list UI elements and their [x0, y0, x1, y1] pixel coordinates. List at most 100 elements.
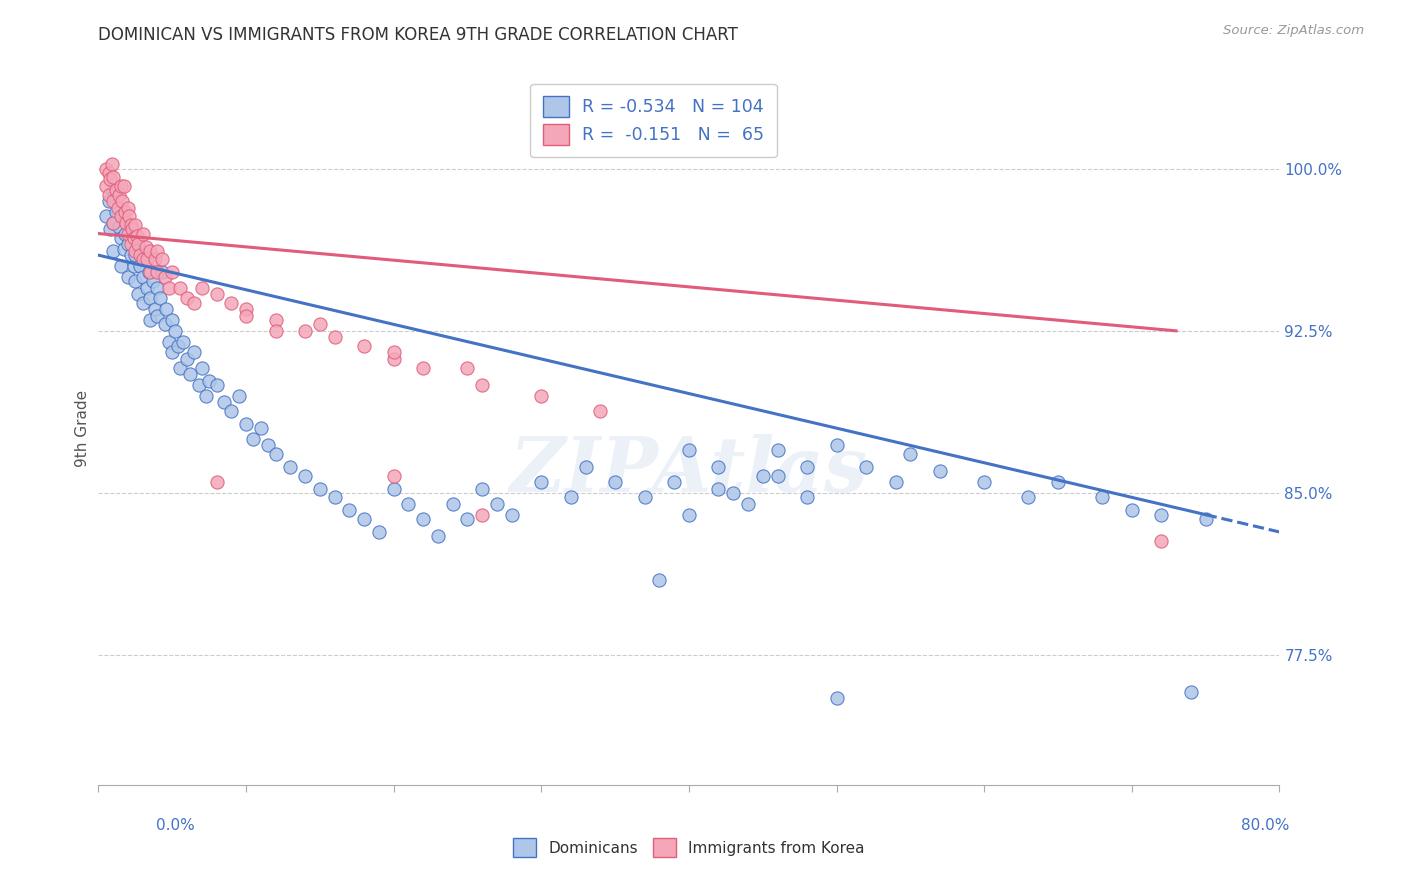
- Point: [146, 280, 169, 294]
- Y-axis label: 9th Grade: 9th Grade: [75, 390, 90, 467]
- Point: [471, 482, 494, 496]
- Point: [112, 242, 135, 256]
- Point: [169, 280, 191, 294]
- Point: [766, 468, 789, 483]
- Point: [110, 259, 132, 273]
- Point: [150, 252, 173, 267]
- Point: [128, 259, 150, 273]
- Point: [560, 491, 582, 505]
- Point: [120, 248, 142, 262]
- Point: [221, 404, 243, 418]
- Point: [139, 313, 162, 327]
- Point: [900, 447, 922, 461]
- Point: [139, 244, 162, 258]
- Point: [855, 460, 877, 475]
- Point: [412, 512, 434, 526]
- Point: [530, 389, 553, 403]
- Point: [412, 360, 434, 375]
- Point: [205, 287, 228, 301]
- Point: [162, 345, 183, 359]
- Point: [737, 497, 759, 511]
- Point: [155, 302, 177, 317]
- Point: [309, 482, 332, 496]
- Point: [796, 460, 818, 475]
- Point: [103, 216, 125, 230]
- Point: [235, 302, 257, 317]
- Point: [605, 475, 627, 490]
- Point: [884, 475, 907, 490]
- Point: [825, 438, 848, 452]
- Point: [169, 360, 191, 375]
- Point: [115, 216, 138, 230]
- Point: [294, 468, 316, 483]
- Point: [135, 248, 157, 262]
- Point: [257, 438, 280, 452]
- Point: [110, 209, 132, 223]
- Point: [114, 227, 136, 241]
- Point: [153, 269, 176, 284]
- Point: [94, 209, 117, 223]
- Point: [117, 269, 139, 284]
- Point: [108, 220, 131, 235]
- Point: [501, 508, 523, 522]
- Point: [121, 222, 143, 236]
- Point: [339, 503, 361, 517]
- Point: [1180, 685, 1202, 699]
- Point: [589, 404, 612, 418]
- Point: [97, 166, 120, 180]
- Point: [136, 252, 159, 267]
- Point: [120, 237, 142, 252]
- Point: [973, 475, 995, 490]
- Text: 0.0%: 0.0%: [156, 818, 195, 832]
- Point: [122, 259, 145, 273]
- Point: [648, 573, 671, 587]
- Point: [157, 334, 180, 349]
- Point: [707, 460, 730, 475]
- Point: [309, 318, 332, 332]
- Point: [118, 209, 141, 223]
- Point: [112, 178, 135, 193]
- Point: [127, 237, 149, 252]
- Point: [678, 442, 700, 457]
- Point: [107, 201, 129, 215]
- Point: [176, 292, 198, 306]
- Point: [723, 486, 745, 500]
- Point: [205, 378, 228, 392]
- Text: 80.0%: 80.0%: [1241, 818, 1289, 832]
- Point: [179, 367, 201, 381]
- Point: [162, 313, 183, 327]
- Point: [124, 244, 146, 258]
- Point: [195, 389, 218, 403]
- Point: [136, 280, 159, 294]
- Point: [103, 183, 125, 197]
- Point: [132, 227, 155, 241]
- Point: [125, 228, 148, 243]
- Point: [111, 194, 134, 208]
- Point: [122, 231, 145, 245]
- Point: [1121, 503, 1143, 517]
- Point: [157, 280, 180, 294]
- Point: [382, 468, 405, 483]
- Point: [139, 292, 162, 306]
- Point: [205, 475, 228, 490]
- Point: [382, 345, 405, 359]
- Point: [110, 178, 132, 193]
- Point: [120, 218, 142, 232]
- Point: [153, 318, 176, 332]
- Point: [825, 691, 848, 706]
- Point: [678, 508, 700, 522]
- Point: [471, 508, 494, 522]
- Point: [97, 194, 120, 208]
- Point: [382, 351, 405, 366]
- Point: [471, 378, 494, 392]
- Point: [664, 475, 686, 490]
- Point: [264, 447, 287, 461]
- Point: [191, 280, 214, 294]
- Point: [142, 274, 165, 288]
- Point: [294, 324, 316, 338]
- Point: [441, 497, 464, 511]
- Point: [172, 334, 194, 349]
- Point: [198, 374, 221, 388]
- Point: [1150, 508, 1173, 522]
- Point: [228, 389, 250, 403]
